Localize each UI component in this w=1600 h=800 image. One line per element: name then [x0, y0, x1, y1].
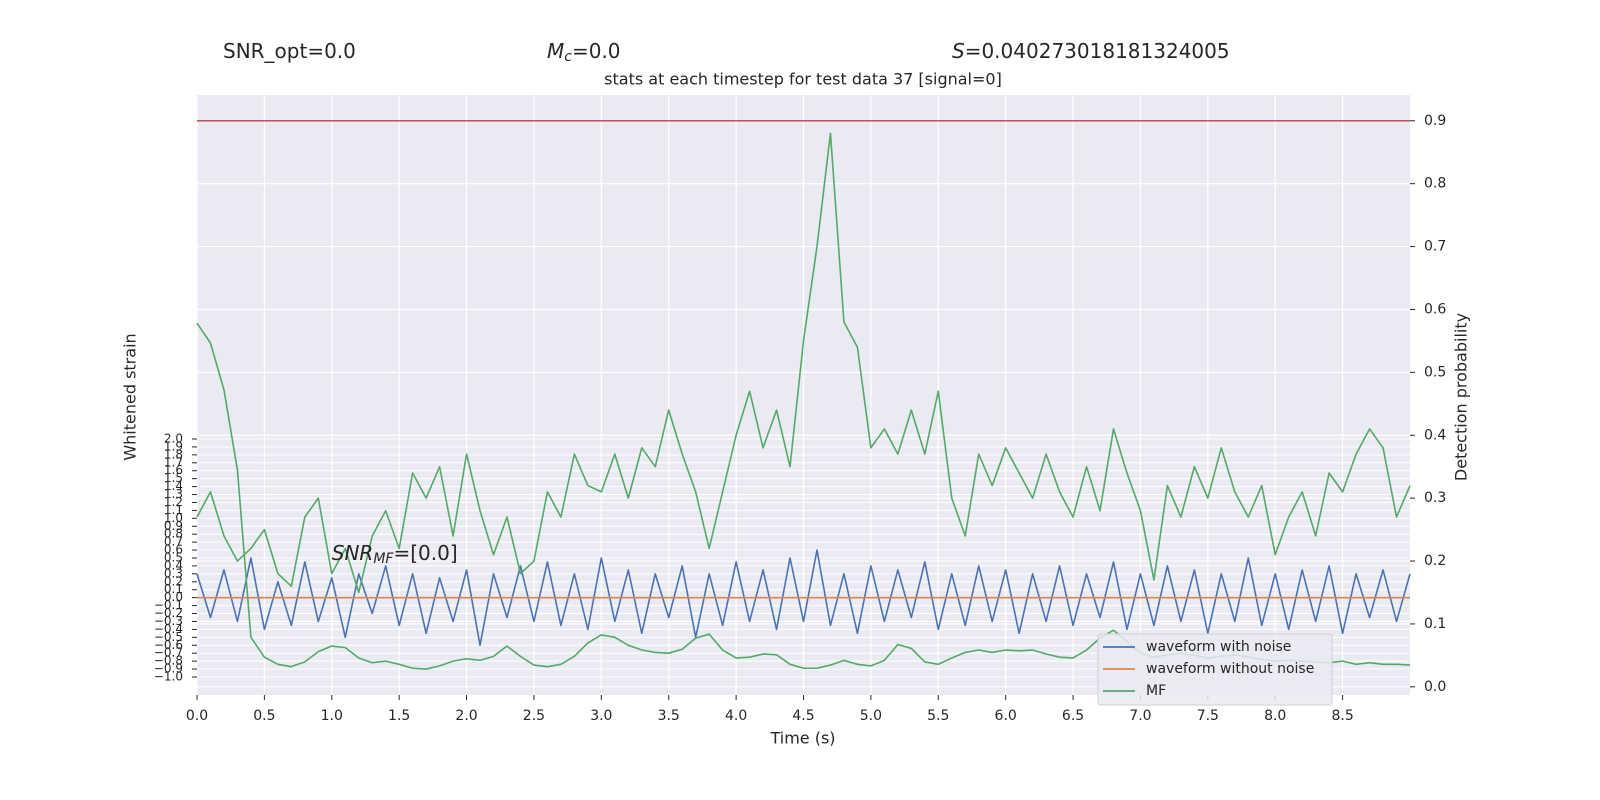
y-tick-label: 1.9	[164, 439, 183, 453]
y2-tick-label: 0.8	[1424, 176, 1446, 192]
y2-axis-label: Detection probability	[1452, 313, 1471, 481]
y-tick-label: 1.1	[164, 503, 183, 517]
legend-label: waveform without noise	[1146, 661, 1314, 677]
y2-tick-label: 0.0	[1424, 679, 1446, 695]
header: Mc=0.0	[547, 39, 621, 66]
y-tick-label: 0.9	[164, 519, 183, 533]
x-tick-label: 7.0	[1129, 708, 1151, 724]
y-tick-label: −0.7	[154, 646, 183, 660]
legend-label: waveform with noise	[1146, 639, 1291, 655]
x-tick-label: 2.0	[455, 708, 477, 724]
x-tick-label: 8.0	[1264, 708, 1286, 724]
y2-tick-label: 0.5	[1424, 364, 1446, 380]
series-line	[196, 132, 1411, 594]
x-tick-label: 1.5	[388, 708, 410, 724]
x-tick-label: 2.5	[523, 708, 545, 724]
y-tick-label: −0.3	[154, 614, 183, 628]
y-tick-label: 0.6	[164, 543, 183, 557]
x-tick-label: 0.0	[186, 708, 208, 724]
x-tick-label: 6.0	[995, 708, 1017, 724]
y2-tick-label: 0.2	[1424, 553, 1446, 569]
legend-box	[1097, 633, 1333, 706]
annotation-sub: MF	[373, 551, 394, 567]
y-tick-label: 1.3	[164, 487, 183, 501]
legend-label: MF	[1146, 683, 1166, 699]
y-tick-label: 2.0	[164, 431, 183, 445]
y-tick-label: 1.4	[164, 479, 183, 493]
x-tick-label: 5.0	[860, 708, 882, 724]
y-tick-label: 1.6	[164, 463, 183, 477]
y-tick-label: 0.4	[164, 558, 183, 572]
header-main: S	[952, 39, 965, 63]
x-tick-label: 3.0	[590, 708, 612, 724]
header-main: M	[547, 39, 564, 63]
annotation: SNRMF=[0.0]	[332, 541, 458, 568]
y-tick-label: 1.7	[164, 455, 183, 469]
y-tick-label: −0.5	[154, 630, 183, 644]
x-tick-label: 0.5	[253, 708, 275, 724]
y-tick-label: 0.3	[164, 566, 183, 580]
y2-tick-label: 0.6	[1424, 301, 1446, 317]
y-tick-label: 0.0	[164, 590, 183, 604]
y2-tick-label: 0.3	[1424, 490, 1446, 506]
x-tick-label: 7.5	[1197, 708, 1219, 724]
y-tick-label: 0.7	[164, 535, 183, 549]
x-tick-label: 6.5	[1062, 708, 1084, 724]
y2-tick-label: 0.9	[1424, 113, 1446, 129]
y-tick-label: 0.1	[164, 582, 183, 596]
y-axis-label: Whitened strain	[121, 333, 140, 460]
x-tick-label: 4.0	[725, 708, 747, 724]
series-line	[196, 549, 1411, 647]
header-main: SNR_opt=0.0	[223, 39, 356, 63]
annotation-main: SNR	[332, 541, 374, 565]
x-tick-label: 3.5	[658, 708, 680, 724]
y-tick-label: −0.1	[154, 598, 183, 612]
y-tick-label: −1.0	[154, 669, 183, 683]
y-tick-label: 0.8	[164, 527, 183, 541]
y2-tick-label: 0.7	[1424, 239, 1446, 255]
x-tick-label: 5.5	[927, 708, 949, 724]
y-tick-label: 1.0	[164, 511, 183, 525]
y-tick-label: −0.2	[154, 606, 183, 620]
y-tick-label: 0.2	[164, 574, 183, 588]
y-tick-label: 1.5	[164, 471, 183, 485]
header: SNR_opt=0.0	[223, 39, 356, 63]
x-tick-label: 1.0	[321, 708, 343, 724]
y-tick-label: 1.2	[164, 495, 183, 509]
x-axis-label: Time (s)	[769, 729, 835, 748]
y-tick-label: 0.5	[164, 550, 183, 564]
annotation-rest: =[0.0]	[393, 541, 457, 565]
y-tick-label: 1.8	[164, 447, 183, 461]
chart-title: stats at each timestep for test data 37 …	[604, 70, 1002, 89]
y2-tick-label: 0.4	[1424, 427, 1446, 443]
header-rest: =0.0	[572, 39, 621, 63]
y-tick-label: −0.8	[154, 654, 183, 668]
header-rest: =0.040273018181324005	[965, 39, 1230, 63]
y2-tick-label: 0.1	[1424, 616, 1446, 632]
header: S=0.040273018181324005	[952, 39, 1230, 63]
y-tick-label: −0.4	[154, 622, 183, 636]
x-tick-label: 8.5	[1331, 708, 1353, 724]
header-sub: c	[564, 49, 572, 65]
y-tick-label: −0.6	[154, 638, 183, 652]
x-tick-label: 4.5	[792, 708, 814, 724]
y-tick-label: −0.9	[154, 662, 183, 676]
